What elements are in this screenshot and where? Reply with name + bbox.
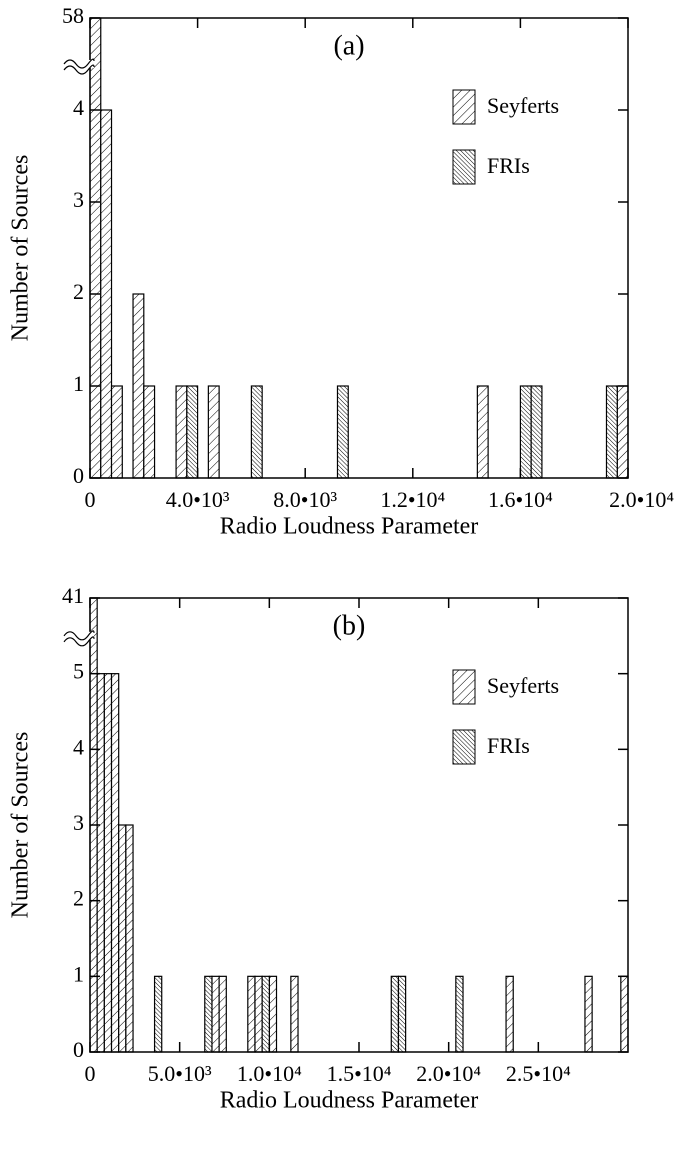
x-axis-label: Radio Loudness Parameter: [220, 1088, 479, 1114]
histogram-bar: [110, 673, 120, 1053]
histogram-bar: [505, 975, 514, 1053]
y-tick-label: 2: [73, 886, 84, 911]
histogram-bar: [268, 975, 278, 1053]
legend-swatch: [452, 89, 476, 125]
axis-break-gap: [86, 631, 94, 640]
legend-swatch: [452, 669, 476, 705]
histogram-bar: [254, 975, 263, 1053]
histogram-bar: [175, 385, 188, 479]
y-tick-label: 0: [73, 463, 84, 488]
x-tick-label: 1.6•10⁴: [488, 487, 553, 512]
legend-label: Seyferts: [487, 673, 559, 698]
y-tick-label: 4: [73, 734, 84, 759]
y-tick-label: 4: [73, 95, 84, 120]
axis-break-gap: [86, 60, 94, 68]
y-tick-label: 0: [73, 1037, 84, 1062]
histogram-bar: [118, 824, 127, 1053]
x-tick-label: 8.0•10³: [273, 487, 337, 512]
histogram-bar: [110, 385, 123, 479]
histogram-bar: [455, 975, 464, 1053]
histogram-bar: [143, 385, 156, 479]
x-tick-label: 4.0•10³: [166, 487, 230, 512]
legend-label: Seyferts: [487, 93, 559, 118]
y-tick-label: 3: [73, 187, 84, 212]
histogram-bar: [616, 385, 629, 479]
x-tick-label: 2.5•10⁴: [506, 1061, 571, 1086]
axis-break-mark: [63, 58, 95, 69]
panel-label: (a): [333, 30, 364, 61]
histogram-bar: [261, 975, 270, 1053]
legend-swatch: [452, 149, 476, 185]
histogram-bar: [204, 975, 213, 1053]
histogram-bar: [519, 385, 532, 479]
histogram-bar: [103, 673, 113, 1053]
histogram-bar: [125, 824, 134, 1053]
x-tick-label: 5.0•10³: [148, 1061, 212, 1086]
legend-swatch: [452, 729, 476, 765]
y-tick-label: 1: [73, 371, 84, 396]
histogram-bar: [186, 385, 199, 479]
x-tick-label: 0: [85, 487, 96, 512]
plot-frame: [89, 597, 629, 1053]
histogram-bar: [247, 975, 256, 1053]
histogram-bar: [100, 109, 113, 479]
histogram-bar: [530, 385, 543, 479]
x-tick-label: 1.2•10⁴: [380, 487, 445, 512]
histogram-bar: [476, 385, 489, 479]
histogram-bar: [605, 385, 618, 479]
y-tick-label: 5: [73, 659, 84, 684]
y-tick-label: 41: [62, 583, 84, 608]
x-tick-label: 1.0•10⁴: [237, 1061, 302, 1086]
legend-label: FRIs: [487, 153, 530, 178]
axis-break-mark: [63, 636, 95, 647]
y-tick-label: 2: [73, 279, 84, 304]
axis-break-mark: [63, 64, 95, 75]
histogram-bar: [397, 975, 407, 1053]
x-tick-label: 1.5•10⁴: [327, 1061, 392, 1086]
histogram-bar: [250, 385, 263, 479]
histogram-bar: [132, 293, 145, 479]
x-tick-label: 2.0•10⁴: [416, 1061, 481, 1086]
histogram-bar: [620, 975, 629, 1053]
y-tick-label: 3: [73, 810, 84, 835]
histogram-bar: [390, 975, 400, 1053]
histogram-bar: [207, 385, 220, 479]
histogram-bar: [584, 975, 593, 1053]
x-tick-label: 0: [85, 1061, 96, 1086]
histogram-bar: [153, 975, 163, 1053]
histogram-bar: [211, 975, 220, 1053]
y-axis-label: Number of Sources: [8, 732, 34, 919]
axis-break-mark: [63, 630, 95, 641]
x-axis-label: Radio Loudness Parameter: [220, 514, 479, 540]
y-tick-label: 1: [73, 961, 84, 986]
histogram-bar: [218, 975, 227, 1053]
legend-label: FRIs: [487, 733, 530, 758]
histogram-bar: [336, 385, 349, 479]
y-axis-label: Number of Sources: [8, 155, 34, 342]
panel-label: (b): [333, 610, 366, 641]
histogram-bar: [89, 17, 102, 479]
x-tick-label: 2.0•10⁴: [609, 487, 674, 512]
plot-frame: [89, 17, 629, 479]
histogram-bar: [96, 673, 105, 1053]
histogram-bar: [290, 975, 299, 1053]
y-tick-label: 58: [62, 3, 84, 28]
